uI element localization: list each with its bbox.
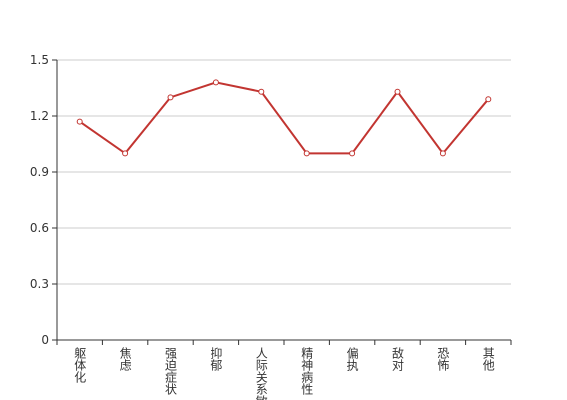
y-tick-label: 0 [41,333,49,347]
x-tick-label: 抑郁 [209,346,223,372]
data-point [349,150,356,157]
data-point [258,88,265,95]
x-tick-label: 人际关系敏感 [254,347,268,400]
x-tick-label: 躯体化 [73,346,87,384]
x-tick-label: 恐怖 [436,347,450,371]
x-tick-label: 精神病性 [300,347,314,396]
x-tick-label: 偏执 [345,346,359,372]
data-point [76,118,83,125]
data-point [167,94,174,101]
y-tick-label: 1.2 [30,109,49,123]
data-point [394,88,401,95]
x-tick-label: 敌对 [391,346,405,371]
data-line [79,81,490,155]
data-point [439,150,446,157]
x-tick-label: 强迫症状 [164,347,178,395]
y-tick-label: 0.3 [30,277,49,291]
data-point [122,150,129,157]
x-tick-label: 其他 [481,347,495,371]
x-tick-label: 焦虑 [118,347,132,371]
data-point [485,96,492,103]
y-tick-label: 0.9 [30,165,49,179]
y-tick-label: 1.5 [30,53,49,67]
data-point [303,150,310,157]
y-tick-label: 0.6 [30,221,49,235]
data-point [212,79,219,86]
